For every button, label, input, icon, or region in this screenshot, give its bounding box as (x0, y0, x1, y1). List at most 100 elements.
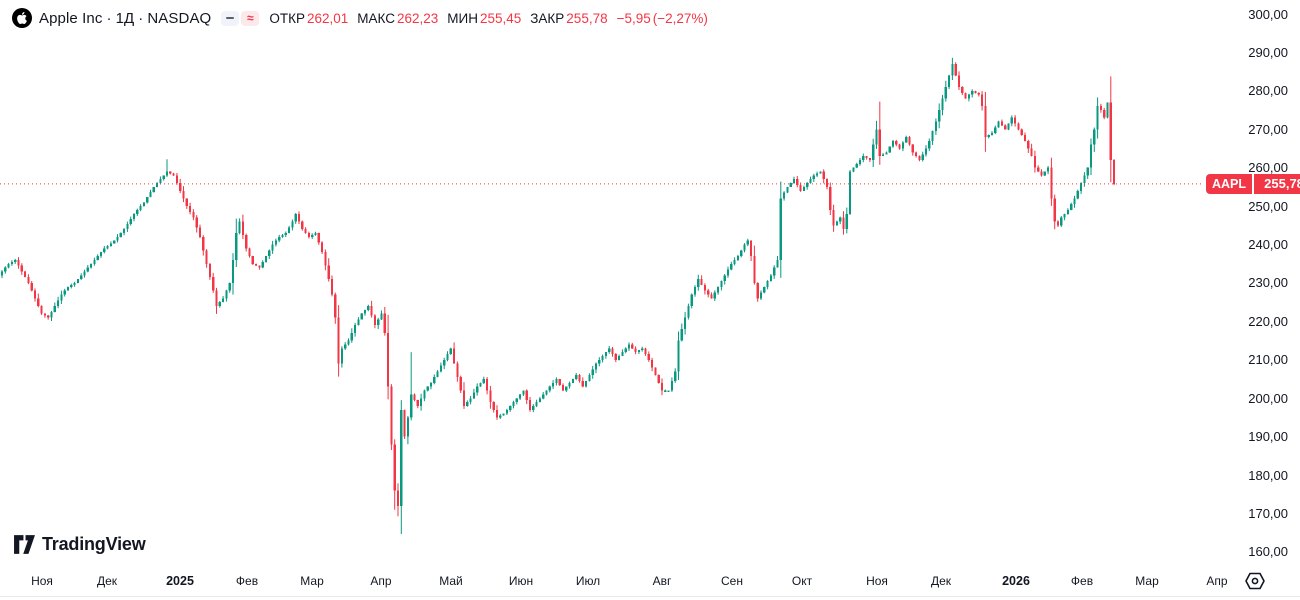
candle-body (182, 190, 185, 199)
candle-body (208, 263, 211, 278)
candle-body (812, 175, 815, 180)
candle-body (423, 390, 426, 399)
candle-body (601, 355, 604, 360)
candle-body (1033, 156, 1036, 168)
candle-body (941, 98, 944, 111)
tradingview-logo[interactable]: TradingView (13, 534, 146, 555)
candle-body (10, 261, 13, 264)
candle-body (693, 286, 697, 295)
candle-body (245, 234, 248, 249)
candle-body (466, 402, 469, 406)
candle-body (806, 183, 809, 187)
candle-body (697, 279, 700, 287)
candle-body (271, 244, 274, 251)
candle-body (1027, 140, 1030, 149)
candle-body (476, 386, 479, 393)
candle-body (373, 315, 376, 326)
price-axis[interactable]: 300,00 290,00 280,00 270,00 260,00 250,00 240,… (1200, 0, 1300, 568)
candle-body (109, 243, 112, 246)
symbol-group[interactable]: Apple Inc · 1Д · NASDAQ (12, 8, 211, 28)
candle-body (1106, 102, 1109, 118)
candle-body (707, 290, 710, 295)
candle-body (169, 171, 172, 174)
candle-body (581, 380, 584, 387)
candle-body (99, 252, 103, 257)
candle-body (1004, 125, 1007, 130)
price-tick-label: 270,00 (1248, 121, 1288, 137)
candle-body (588, 375, 591, 381)
candle-body (393, 444, 396, 491)
candle-body (852, 167, 855, 172)
candle-body (519, 394, 522, 399)
candle-body (489, 390, 492, 403)
candle-body (967, 94, 970, 99)
time-tick-month-label: Мар (1135, 574, 1159, 588)
candle-body (360, 313, 363, 320)
candle-body (7, 263, 10, 268)
candle-body (726, 269, 730, 276)
delayed-data-icon[interactable]: ≈ (241, 10, 260, 26)
candle-body (390, 386, 393, 445)
candle-body (773, 267, 776, 276)
candle-body (43, 313, 46, 316)
candle-body (1070, 204, 1073, 210)
candle-body (106, 245, 109, 249)
candle-body (766, 281, 769, 287)
candle-body (136, 209, 139, 214)
candle-body (1056, 221, 1060, 226)
candle-body (255, 263, 258, 266)
candle-body (334, 294, 337, 318)
candle-body (420, 398, 423, 406)
candle-body (387, 332, 390, 387)
time-axis[interactable]: Ноя Дек 2025 Фев Мар Апр Май Июн Июл Авг Сен Окт Ноя… (0, 568, 1300, 600)
widget-bottom-divider (0, 596, 1300, 597)
candle-body (829, 186, 832, 210)
candle-body (330, 279, 334, 295)
candle-body (278, 236, 281, 241)
candle-body (57, 300, 60, 307)
candle-body (924, 148, 928, 155)
candle-body (413, 394, 416, 401)
candle-body (627, 344, 631, 349)
candle-body (684, 317, 687, 330)
candle-body (218, 302, 221, 307)
candle-body (60, 294, 63, 301)
change-value: −5,95 (616, 10, 651, 26)
candle-body (1007, 123, 1010, 130)
price-tick-label: 190,00 (1248, 429, 1288, 445)
candle-body (175, 175, 178, 184)
candle-body (743, 244, 746, 251)
candle-body (17, 259, 20, 266)
price-label-value: 255,78 (1254, 173, 1300, 194)
candle-body (746, 240, 749, 245)
candle-body (545, 390, 548, 395)
candle-body (314, 233, 317, 235)
candle-body (70, 284, 73, 287)
candle-body (984, 106, 987, 137)
hexagon-eye-icon[interactable] (1242, 570, 1268, 592)
candle-body (845, 213, 848, 230)
candle-body (664, 390, 667, 392)
candle-body (40, 306, 43, 314)
candle-body (228, 282, 231, 291)
candle-body (756, 282, 759, 299)
candle-body (585, 380, 588, 387)
candle-body (383, 313, 386, 333)
candle-body (687, 306, 690, 318)
candle-body (736, 256, 739, 260)
candle-body (416, 400, 419, 406)
candle-body (680, 329, 683, 341)
market-closed-icon[interactable] (221, 10, 240, 26)
open-label: ОТКР (269, 10, 305, 26)
tradingview-logo-text: TradingView (42, 534, 146, 554)
candle-body (50, 311, 53, 318)
candle-body (1083, 175, 1086, 184)
close-value: 255,78 (566, 10, 608, 26)
candle-body (354, 325, 357, 333)
candle-body (621, 352, 624, 356)
candle-body (971, 90, 974, 95)
candle-body (908, 136, 911, 145)
candle-body (80, 275, 83, 280)
candle-body (251, 256, 254, 264)
